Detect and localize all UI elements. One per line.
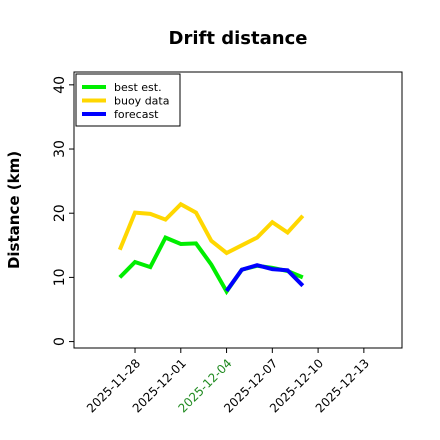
y-tick-label: 30 xyxy=(52,140,68,158)
x-axis: 2025-11-282025-12-012025-12-042025-12-07… xyxy=(84,348,372,415)
y-tick-label: 10 xyxy=(52,268,68,286)
series-layer xyxy=(117,201,305,296)
y-axis: 0 10 20 30 40 xyxy=(52,76,74,346)
series-line-forecast xyxy=(224,263,305,293)
series-line-buoy-data xyxy=(117,201,305,256)
legend-label: buoy data xyxy=(114,95,169,108)
plot-frame xyxy=(73,71,403,349)
y-tick-label: 0 xyxy=(52,337,68,346)
legend-label: best est. xyxy=(114,81,162,94)
series-line-best-est xyxy=(118,235,304,296)
y-tick-label: 40 xyxy=(52,76,68,94)
y-axis-label: Distance (km) xyxy=(5,151,23,269)
y-tick-label: 20 xyxy=(52,204,68,222)
chart-title: Drift distance xyxy=(169,28,308,49)
legend-label: forecast xyxy=(114,108,159,121)
